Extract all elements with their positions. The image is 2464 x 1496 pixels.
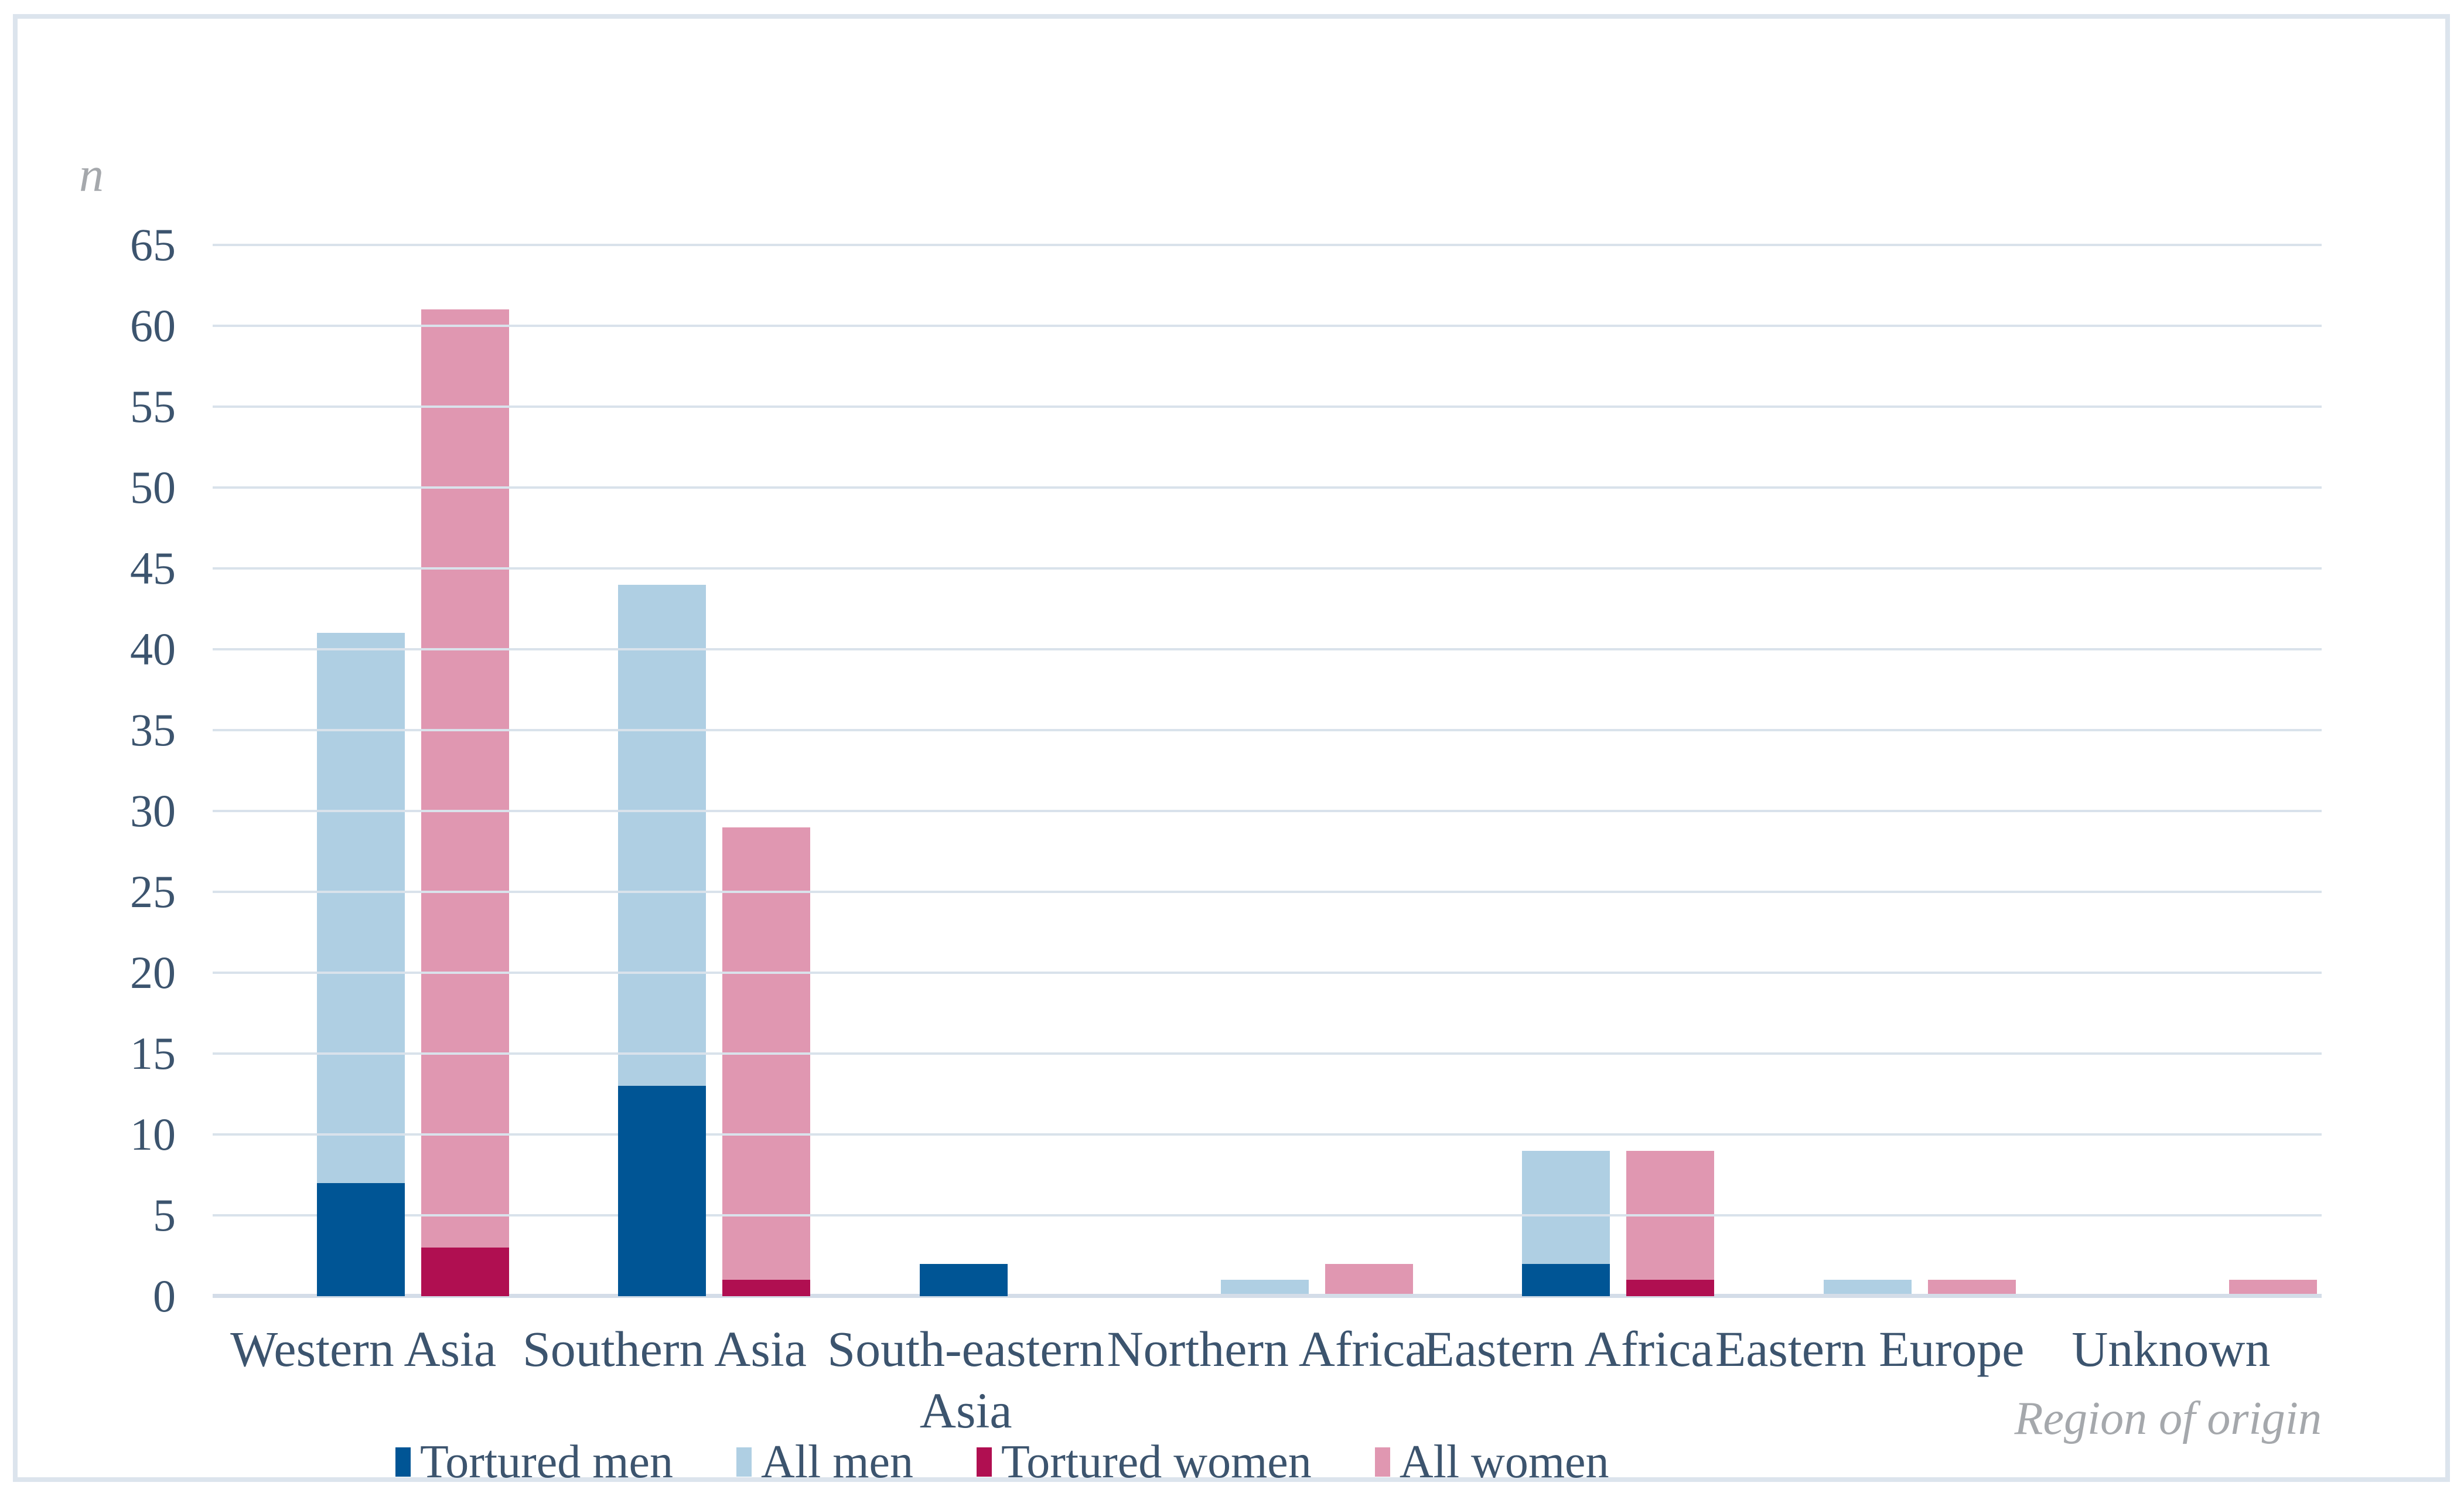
- y-tick-label-30: 30: [130, 785, 176, 836]
- bar-tortured-women-eastern-africa: [1626, 1280, 1715, 1296]
- bar-all-women-unknown: [2228, 1280, 2317, 1296]
- chart-figure: n 0 5 10 15 20 25 30 35 40 45 50 55 60 65 Western Asi…: [13, 14, 2450, 1488]
- x-category-label-south-eastern-asia: South-eastern Asia: [827, 1321, 1105, 1439]
- gridline-25: [213, 891, 2322, 893]
- bar-tortured-men-southern-asia: [618, 1086, 707, 1296]
- legend-item-all-men: All men: [736, 1439, 913, 1485]
- x-axis-baseline: [213, 1294, 2322, 1298]
- bar-all-women-northern-africa: [1325, 1263, 1413, 1296]
- y-tick-label-65: 65: [130, 219, 176, 270]
- bar-tortured-men-eastern-africa: [1522, 1263, 1610, 1296]
- x-category-label-unknown: Unknown: [2071, 1321, 2271, 1377]
- bar-all-women-western-asia: [421, 309, 510, 1296]
- legend-item-tortured-women: Tortured women: [977, 1439, 1312, 1485]
- gridline-15: [213, 1052, 2322, 1055]
- gridline-50: [213, 486, 2322, 489]
- gridline-55: [213, 405, 2322, 408]
- bar-all-men-northern-africa: [1221, 1280, 1309, 1296]
- x-category-label-eastern-africa: Eastern Africa: [1424, 1321, 1714, 1377]
- x-category-label-eastern-europe: Eastern Europe: [1715, 1321, 2025, 1377]
- y-axis-title: n: [79, 148, 104, 202]
- y-tick-label-0: 0: [153, 1270, 176, 1321]
- legend-label-tortured-men: Tortured men: [420, 1436, 674, 1488]
- legend-swatch-tortured-men: [395, 1447, 411, 1477]
- y-tick-label-40: 40: [130, 623, 176, 674]
- legend: Tortured men All men Tortured women All …: [395, 1436, 1609, 1488]
- y-tick-label-10: 10: [130, 1109, 176, 1160]
- gridline-10: [213, 1133, 2322, 1136]
- bar-all-women-eastern-europe: [1927, 1280, 2016, 1296]
- gridline-40: [213, 648, 2322, 651]
- x-category-label-western-asia: Western Asia: [230, 1321, 497, 1377]
- bar-tortured-women-southern-asia: [722, 1280, 811, 1296]
- bar-tortured-men-western-asia: [317, 1183, 405, 1296]
- legend-item-tortured-men: Tortured men: [395, 1439, 673, 1485]
- y-tick-label-35: 35: [130, 704, 176, 755]
- y-tick-label-25: 25: [130, 866, 176, 917]
- y-tick-label-5: 5: [153, 1190, 176, 1241]
- y-tick-label-20: 20: [130, 947, 176, 998]
- gridline-60: [213, 325, 2322, 327]
- y-tick-label-15: 15: [130, 1028, 176, 1079]
- x-axis-title: Region of origin: [2014, 1393, 2322, 1444]
- bar-all-women-eastern-africa: [1626, 1150, 1715, 1296]
- legend-swatch-all-men: [736, 1447, 752, 1477]
- bar-tortured-men-south-eastern-asia: [919, 1263, 1008, 1296]
- x-category-label-southern-asia: Southern Asia: [522, 1321, 807, 1377]
- y-tick-label-55: 55: [130, 381, 176, 432]
- bar-tortured-women-western-asia: [421, 1248, 510, 1296]
- gridline-30: [213, 810, 2322, 812]
- y-tick-label-50: 50: [130, 462, 176, 513]
- plot-area: 0 5 10 15 20 25 30 35 40 45 50 55 60 65: [130, 222, 2322, 1319]
- legend-swatch-tortured-women: [977, 1447, 992, 1477]
- legend-label-all-men: All men: [761, 1436, 913, 1488]
- gridline-35: [213, 729, 2322, 732]
- gridline-5: [213, 1214, 2322, 1217]
- x-category-label-northern-africa: Northern Africa: [1107, 1321, 1428, 1377]
- legend-item-all-women: All women: [1374, 1436, 1609, 1488]
- x-axis-labels: Western Asia Southern Asia South-eastern A…: [213, 1318, 2322, 1471]
- y-tick-label-45: 45: [130, 543, 176, 594]
- y-tick-label-60: 60: [130, 300, 176, 351]
- gridline-20: [213, 972, 2322, 974]
- gridline-65: [213, 244, 2322, 246]
- legend-swatch-all-women: [1374, 1447, 1390, 1477]
- bar-all-men-eastern-europe: [1823, 1280, 1912, 1296]
- gridline-45: [213, 567, 2322, 570]
- legend-label-all-women: All women: [1399, 1436, 1609, 1488]
- bar-all-women-southern-asia: [722, 827, 811, 1296]
- legend-label-tortured-women: Tortured women: [1001, 1436, 1312, 1488]
